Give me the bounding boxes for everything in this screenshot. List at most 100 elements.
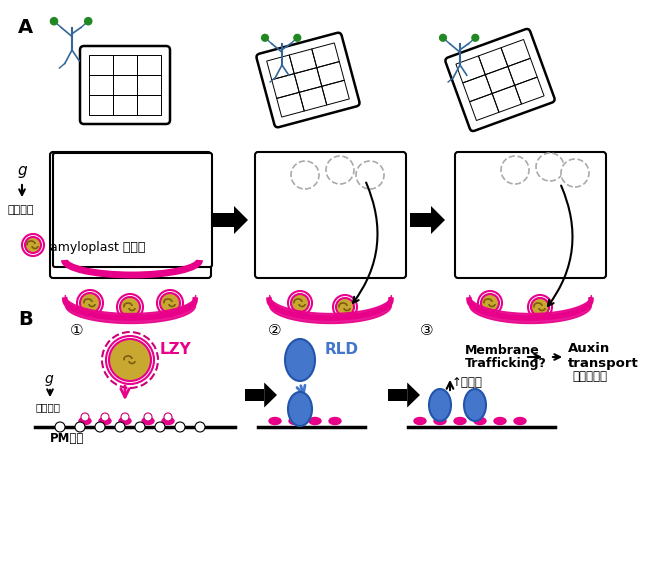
Bar bbox=[113, 95, 137, 115]
Circle shape bbox=[95, 422, 105, 432]
FancyBboxPatch shape bbox=[50, 152, 211, 278]
Bar bbox=[485, 66, 515, 94]
Circle shape bbox=[157, 290, 183, 316]
Ellipse shape bbox=[429, 389, 451, 421]
Text: transport: transport bbox=[568, 357, 639, 370]
Circle shape bbox=[80, 225, 100, 245]
Circle shape bbox=[77, 290, 103, 316]
Circle shape bbox=[528, 295, 552, 319]
Bar bbox=[137, 75, 161, 95]
Bar bbox=[317, 62, 345, 86]
Bar bbox=[267, 55, 294, 80]
Circle shape bbox=[109, 339, 151, 381]
Bar bbox=[277, 93, 304, 117]
Circle shape bbox=[294, 34, 301, 41]
Polygon shape bbox=[264, 382, 277, 407]
Ellipse shape bbox=[514, 417, 526, 424]
Circle shape bbox=[472, 34, 478, 41]
Bar bbox=[470, 94, 499, 120]
Circle shape bbox=[291, 294, 309, 312]
Text: A: A bbox=[18, 18, 33, 37]
Circle shape bbox=[195, 422, 205, 432]
Text: B: B bbox=[18, 310, 33, 329]
Circle shape bbox=[356, 161, 384, 189]
Circle shape bbox=[478, 291, 502, 315]
FancyBboxPatch shape bbox=[455, 152, 606, 278]
Ellipse shape bbox=[119, 417, 131, 424]
Text: Auxin: Auxin bbox=[568, 342, 610, 354]
Bar bbox=[515, 77, 544, 104]
Circle shape bbox=[160, 225, 180, 245]
Ellipse shape bbox=[288, 392, 312, 426]
Bar bbox=[89, 95, 113, 115]
Circle shape bbox=[291, 161, 319, 189]
Bar bbox=[89, 55, 113, 75]
Circle shape bbox=[157, 222, 183, 248]
Circle shape bbox=[288, 291, 312, 315]
Circle shape bbox=[440, 34, 446, 41]
Bar bbox=[299, 86, 327, 111]
Text: 生长素运输: 生长素运输 bbox=[572, 371, 607, 384]
FancyBboxPatch shape bbox=[446, 29, 554, 131]
Circle shape bbox=[164, 413, 172, 421]
Circle shape bbox=[501, 156, 529, 184]
Ellipse shape bbox=[142, 417, 154, 424]
Bar bbox=[89, 75, 113, 95]
Circle shape bbox=[531, 298, 549, 316]
Circle shape bbox=[175, 422, 185, 432]
Ellipse shape bbox=[79, 417, 91, 424]
Text: LZY: LZY bbox=[160, 342, 192, 357]
Ellipse shape bbox=[474, 417, 486, 424]
Circle shape bbox=[55, 422, 65, 432]
Ellipse shape bbox=[454, 417, 466, 424]
Text: ①: ① bbox=[70, 323, 84, 338]
Circle shape bbox=[75, 422, 85, 432]
Text: RLD: RLD bbox=[325, 342, 359, 357]
Bar bbox=[113, 55, 137, 75]
Circle shape bbox=[77, 222, 103, 248]
Ellipse shape bbox=[494, 417, 506, 424]
Ellipse shape bbox=[414, 417, 426, 424]
Bar bbox=[294, 68, 322, 93]
Circle shape bbox=[116, 219, 144, 247]
FancyBboxPatch shape bbox=[53, 153, 212, 267]
Ellipse shape bbox=[285, 339, 315, 381]
Bar bbox=[113, 75, 137, 95]
Circle shape bbox=[121, 413, 129, 421]
Circle shape bbox=[481, 294, 499, 312]
Bar bbox=[463, 74, 492, 102]
Text: ↑膺转运: ↑膺转运 bbox=[452, 377, 483, 389]
Polygon shape bbox=[431, 206, 445, 234]
Bar bbox=[312, 43, 339, 68]
Ellipse shape bbox=[309, 417, 321, 424]
FancyBboxPatch shape bbox=[255, 152, 406, 278]
Text: ②: ② bbox=[268, 323, 282, 338]
Bar bbox=[137, 95, 161, 115]
Ellipse shape bbox=[99, 417, 111, 424]
Circle shape bbox=[160, 293, 180, 313]
Bar bbox=[410, 213, 431, 227]
Bar bbox=[272, 74, 299, 98]
Bar bbox=[492, 86, 521, 112]
Circle shape bbox=[261, 34, 269, 41]
Circle shape bbox=[144, 413, 152, 421]
Circle shape bbox=[50, 17, 57, 25]
Circle shape bbox=[80, 293, 100, 313]
Circle shape bbox=[155, 422, 165, 432]
Circle shape bbox=[336, 298, 354, 316]
Ellipse shape bbox=[464, 389, 486, 421]
Ellipse shape bbox=[434, 417, 446, 424]
Bar bbox=[501, 40, 531, 66]
Ellipse shape bbox=[269, 417, 281, 424]
Circle shape bbox=[119, 222, 141, 244]
Bar bbox=[388, 389, 407, 401]
Text: ③: ③ bbox=[420, 323, 434, 338]
Circle shape bbox=[333, 295, 357, 319]
Text: amyloplast 淥粉体: amyloplast 淥粉体 bbox=[50, 242, 145, 254]
FancyBboxPatch shape bbox=[80, 46, 170, 124]
Circle shape bbox=[115, 422, 125, 432]
Ellipse shape bbox=[289, 417, 301, 424]
Circle shape bbox=[117, 294, 143, 320]
Text: g: g bbox=[45, 372, 53, 386]
Ellipse shape bbox=[162, 417, 174, 424]
